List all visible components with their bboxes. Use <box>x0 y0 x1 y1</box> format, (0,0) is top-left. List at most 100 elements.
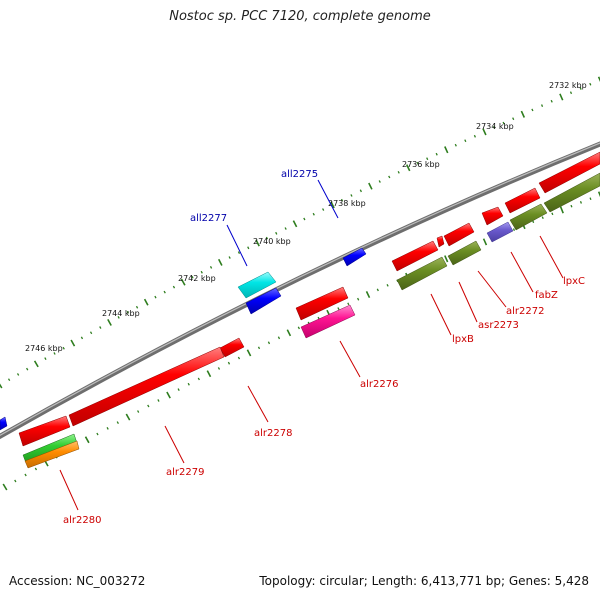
gene-label-all2277[interactable]: all2277 <box>190 213 227 224</box>
gene-asr2273-red[interactable] <box>443 222 475 247</box>
leader-line-alr2280 <box>59 469 79 511</box>
genome-summary-text: Topology: circular; Length: 6,413,771 bp… <box>259 574 589 588</box>
scale-tick-minor <box>512 228 516 231</box>
leader-line-fabZ <box>510 251 534 293</box>
scale-tick-minor <box>53 352 56 355</box>
gene-glyphs <box>0 151 600 469</box>
scale-tick-minor <box>569 91 573 95</box>
scale-tick-minor <box>228 256 231 259</box>
scale-tick-minor <box>337 307 340 310</box>
scale-tick-minor <box>154 295 157 299</box>
scale-tick-minor <box>44 357 47 361</box>
scale-tick-minor <box>7 378 11 382</box>
scale-tick-minor <box>157 399 160 402</box>
scale-tick-minor <box>550 99 553 103</box>
gene-alr2278[interactable] <box>219 337 245 358</box>
gene-label-alr2272[interactable]: alr2272 <box>506 306 544 317</box>
gene-asr2273-olive[interactable] <box>447 240 482 266</box>
scale-label: 2744 kbp <box>102 309 140 318</box>
gene-alr2276[interactable] <box>295 286 349 321</box>
scale-tick-minor <box>227 361 231 365</box>
scale-tick-minor <box>297 326 300 330</box>
leader-lines <box>59 179 564 511</box>
scale-ruler-outer <box>0 76 600 389</box>
scale-tick-minor <box>416 161 419 165</box>
gene-lpxC-olive[interactable] <box>543 172 600 213</box>
genome-backbone <box>0 141 600 440</box>
gene-lpxB-olive[interactable] <box>396 256 448 291</box>
scale-tick-major <box>365 291 371 299</box>
scale-tick-minor <box>589 197 592 201</box>
scale-ruler-inner <box>2 191 600 491</box>
scale-tick-minor <box>197 377 200 381</box>
scale-label: 2740 kbp <box>253 237 291 246</box>
gene-all2277[interactable] <box>237 271 277 299</box>
scale-tick-major <box>255 239 260 247</box>
scale-label: 2734 kbp <box>476 122 514 131</box>
gene-fabZ-olive[interactable] <box>509 203 548 231</box>
scale-tick-minor <box>275 231 278 235</box>
scale-tick-minor <box>16 373 20 376</box>
scale-tick-major <box>482 128 487 136</box>
scale-tick-major <box>330 201 335 209</box>
scale-tick-major <box>2 483 8 491</box>
gene-alr2272[interactable] <box>481 206 504 226</box>
scale-tick-minor <box>177 388 180 392</box>
gene-lpxB[interactable] <box>391 240 439 272</box>
leader-line-alr2276 <box>339 340 361 378</box>
scale-tick-minor <box>388 175 391 179</box>
scale-tick-minor <box>284 227 287 230</box>
scale-tick-major <box>206 370 212 378</box>
scale-tick-minor <box>191 275 194 279</box>
scale-tick-minor <box>267 341 271 345</box>
gene-label-lpxC[interactable]: lpxC <box>563 276 585 287</box>
scale-tick-minor <box>187 382 190 386</box>
gene-label-all2275[interactable]: all2275 <box>281 169 318 180</box>
scale-tick-minor <box>435 152 438 156</box>
scale-tick-minor <box>531 108 534 112</box>
gene-alr2276-magenta[interactable] <box>300 304 356 339</box>
scale-tick-major <box>70 339 76 347</box>
gene-label-alr2278[interactable]: alr2278 <box>254 428 292 439</box>
scale-tick-minor <box>512 117 515 121</box>
scale-tick-major <box>405 164 411 172</box>
scale-tick-minor <box>570 204 573 208</box>
scale-tick-minor <box>14 479 17 483</box>
gene-label-alr2276[interactable]: alr2276 <box>360 379 398 390</box>
scale-tick-minor <box>502 121 505 125</box>
scale-tick-minor <box>473 134 476 138</box>
scale-tick-major <box>444 146 449 154</box>
scale-tick-major <box>166 391 171 399</box>
scale-tick-major <box>107 319 112 326</box>
scale-tick-major <box>84 436 90 444</box>
gene-fabZ[interactable] <box>504 187 541 214</box>
gene-lpxC[interactable] <box>538 151 600 194</box>
scale-tick-major <box>125 413 131 421</box>
scale-tick-minor <box>99 326 102 329</box>
gene-alr2272-slate[interactable] <box>486 221 514 243</box>
scale-label: 2738 kbp <box>328 199 366 208</box>
gene-alr2280-orange[interactable] <box>24 440 80 469</box>
scale-tick-minor <box>541 216 544 220</box>
gene-label-lpxB[interactable]: lpxB <box>452 334 474 345</box>
scale-tick-minor <box>26 367 29 371</box>
gene-label-alr2280[interactable]: alr2280 <box>63 515 101 526</box>
gene-all2275[interactable] <box>342 247 367 267</box>
gene-alr2279[interactable] <box>68 346 225 427</box>
gene-label-alr2279[interactable]: alr2279 <box>166 467 204 478</box>
gene-alr2280[interactable] <box>18 415 71 447</box>
scale-tick-minor <box>579 201 583 204</box>
gene-label-fabZ[interactable]: fabZ <box>535 290 558 301</box>
scale-tick-minor <box>62 346 65 350</box>
scale-tick-minor <box>265 236 269 240</box>
scale-tick-minor <box>551 212 554 216</box>
scale-tick-minor <box>277 336 281 340</box>
gene-edge-blue[interactable] <box>0 416 8 431</box>
scale-tick-minor <box>322 208 325 211</box>
gene-label-asr2273[interactable]: asr2273 <box>478 320 519 331</box>
gene-all2277-blue[interactable] <box>245 287 282 315</box>
genome-backbone-highlight <box>0 142 600 437</box>
scale-tick-major <box>33 360 39 368</box>
gene-asr2273[interactable] <box>436 235 445 248</box>
